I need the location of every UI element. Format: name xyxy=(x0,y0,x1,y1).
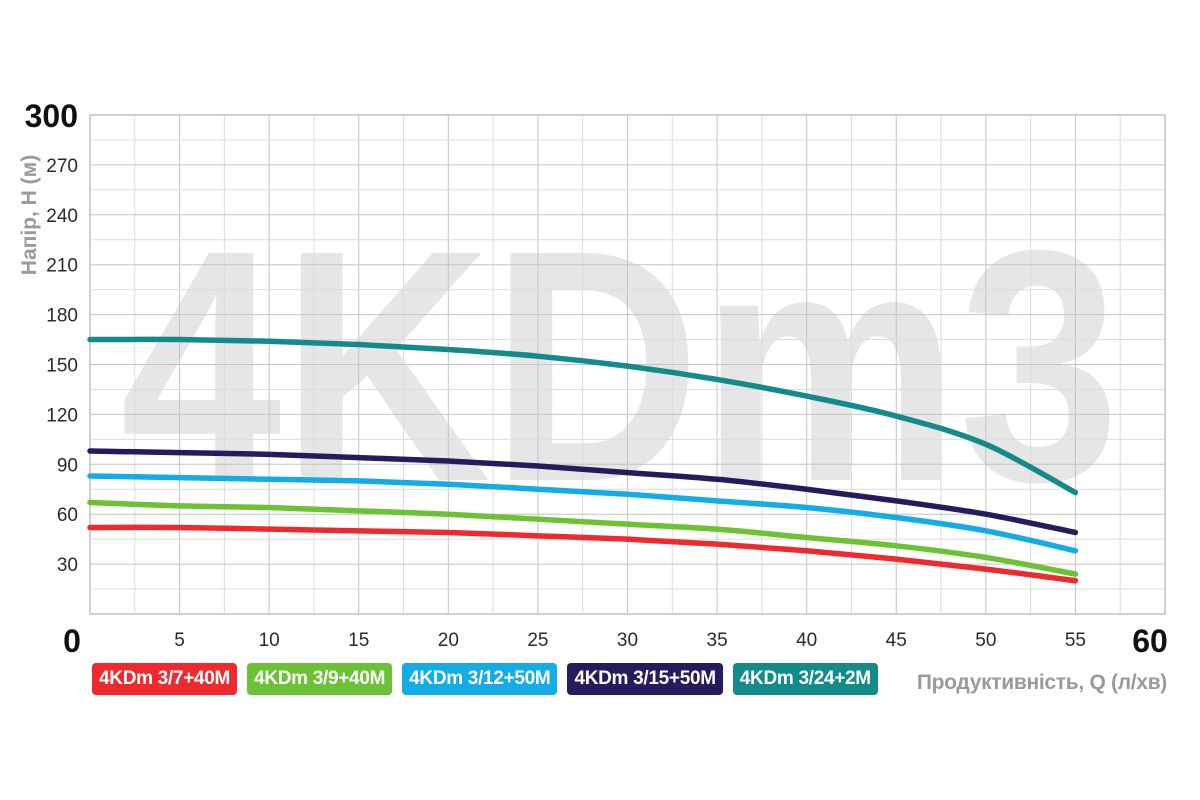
y-axis-label: Напір, Н (м) xyxy=(18,155,41,275)
legend-item-3: 4KDm 3/12+50M xyxy=(402,663,558,695)
y-tick-label: 270 xyxy=(46,156,78,177)
y-tick-label: 240 xyxy=(46,206,78,227)
series-layer xyxy=(87,336,1079,584)
x-tick-label: 30 xyxy=(617,630,638,651)
x-tick-label: 5 xyxy=(174,630,185,651)
y-tick-label: 210 xyxy=(46,256,78,277)
y-tick-label: 30 xyxy=(57,555,78,576)
y-tick-label: 120 xyxy=(46,405,78,426)
x-tick-label: 35 xyxy=(707,630,728,651)
y-tick-label: 90 xyxy=(57,455,78,476)
x-tick-label: 60 xyxy=(1132,623,1168,659)
y-tick-label: 60 xyxy=(57,505,78,526)
series-line-5 xyxy=(87,336,1079,496)
y-tick-label: 150 xyxy=(46,356,78,377)
x-axis-label: Продуктивність, Q (л/хв) xyxy=(916,671,1167,694)
x-tick-label: 45 xyxy=(886,630,907,651)
x-tick-label: 10 xyxy=(259,630,280,651)
series-line-4 xyxy=(87,448,1079,536)
legend-item-4: 4KDm 3/15+50M xyxy=(567,663,723,695)
x-tick-label: 25 xyxy=(527,630,548,651)
legend-item-5: 4KDm 3/24+2M xyxy=(732,663,878,695)
x-tick-label: 40 xyxy=(796,630,817,651)
series-line-2 xyxy=(87,499,1079,577)
chart-legend: 4KDm 3/7+40M 4KDm 3/9+40M 4KDm 3/12+50M 4KD… xyxy=(92,663,878,695)
x-tick-label: 15 xyxy=(348,630,369,651)
series-line-3 xyxy=(87,473,1079,554)
legend-item-1: 4KDm 3/7+40M xyxy=(92,663,238,695)
legend-item-2: 4KDm 3/9+40M xyxy=(247,663,393,695)
x-tick-label: 20 xyxy=(438,630,459,651)
y-tick-label: 180 xyxy=(46,306,78,327)
y-tick-label: 300 xyxy=(25,98,78,134)
x-tick-label: 55 xyxy=(1065,630,1086,651)
series-line-1 xyxy=(87,524,1079,584)
x-tick-label: 0 xyxy=(63,623,81,659)
tick-labels: 0 5 10 15 20 25 30 35 40 45 50 55 60 30 60 90 120 150 180 2… xyxy=(25,98,1168,659)
x-tick-label: 50 xyxy=(975,630,996,651)
